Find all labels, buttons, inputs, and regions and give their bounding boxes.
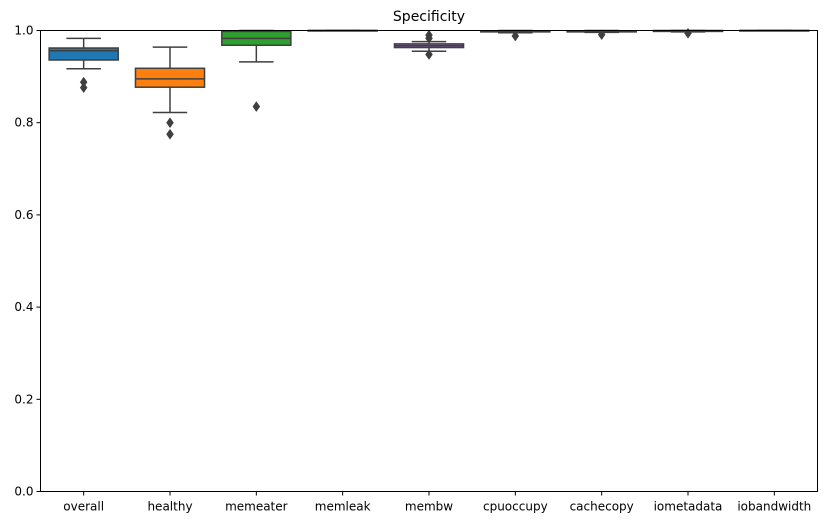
x-tick-label: healthy <box>147 500 192 514</box>
y-axis: 0.0 0.2 0.4 0.6 0.8 1.0 <box>14 24 41 499</box>
outlier-point <box>597 29 606 41</box>
x-tick-label: memleak <box>315 500 371 514</box>
x-tick-label: membw <box>405 500 453 514</box>
boxes-layer <box>48 27 810 140</box>
y-tick-label: 0.2 <box>14 392 33 406</box>
box-cpuoccupy <box>480 29 551 42</box>
outlier-point <box>166 128 174 140</box>
x-tick-label: cachecopy <box>570 500 634 514</box>
x-tick-label: memeater <box>225 500 288 514</box>
outlier-point <box>425 32 433 44</box>
y-tick-label: 1.0 <box>14 24 33 38</box>
y-tick-label: 0.0 <box>14 485 33 499</box>
plot-frame <box>40 30 818 492</box>
box-membw <box>393 29 465 60</box>
y-tick-label: 0.4 <box>14 300 33 314</box>
iqr-box <box>134 67 206 88</box>
box-iometadata <box>652 27 724 39</box>
outlier-point <box>166 117 174 129</box>
box-memeater <box>221 29 292 113</box>
box-healthy <box>134 46 206 140</box>
box-cachecopy <box>566 29 637 41</box>
outlier-point <box>79 82 88 94</box>
chart-title: Specificity <box>393 9 465 25</box>
y-tick-label: 0.8 <box>14 116 33 130</box>
outlier-point <box>511 30 520 42</box>
y-tick-label: 0.6 <box>14 208 33 222</box>
x-tick-label: overall <box>63 500 104 514</box>
iqr-box <box>48 47 119 61</box>
outlier-point <box>252 101 261 113</box>
x-tick-label: iobandwidth <box>737 500 811 514</box>
x-tick-label: cpuoccupy <box>483 500 548 514</box>
x-axis: overall healthy memeater memleak membw cpuocc… <box>63 491 811 514</box>
box-overall <box>48 37 119 94</box>
outlier-point <box>425 49 433 60</box>
x-tick-label: iometadata <box>654 500 723 514</box>
